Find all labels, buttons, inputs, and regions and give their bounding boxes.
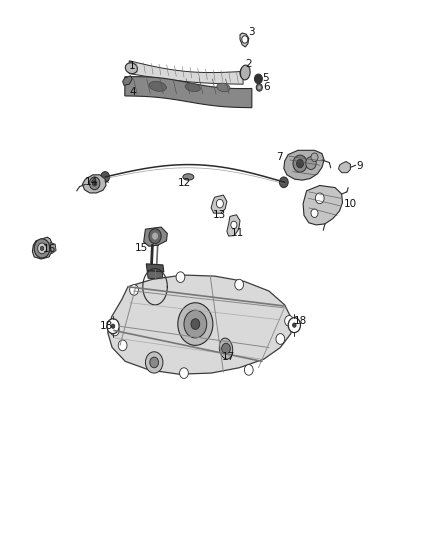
Circle shape — [254, 74, 262, 84]
Polygon shape — [339, 161, 350, 173]
Ellipse shape — [217, 83, 230, 92]
Text: 14: 14 — [85, 177, 98, 187]
Circle shape — [152, 233, 158, 239]
Circle shape — [231, 221, 237, 229]
Circle shape — [101, 172, 110, 182]
Circle shape — [222, 343, 230, 354]
Circle shape — [315, 193, 324, 204]
Polygon shape — [123, 76, 132, 85]
Polygon shape — [240, 33, 249, 47]
Circle shape — [178, 303, 213, 345]
Polygon shape — [227, 215, 240, 236]
Polygon shape — [211, 195, 227, 213]
Circle shape — [34, 239, 50, 258]
Ellipse shape — [240, 65, 250, 80]
Polygon shape — [129, 61, 243, 84]
Circle shape — [111, 324, 115, 328]
Text: 3: 3 — [247, 27, 254, 37]
Circle shape — [107, 319, 119, 334]
Circle shape — [149, 229, 161, 244]
Text: 11: 11 — [231, 229, 244, 238]
Circle shape — [92, 181, 97, 186]
Ellipse shape — [125, 63, 138, 74]
Text: 5: 5 — [262, 73, 269, 83]
Circle shape — [285, 316, 293, 326]
Text: 1: 1 — [129, 61, 136, 71]
Circle shape — [184, 310, 207, 338]
Polygon shape — [125, 77, 252, 108]
Text: 6: 6 — [263, 83, 270, 92]
Text: 7: 7 — [276, 152, 283, 161]
Text: 12: 12 — [178, 179, 191, 188]
Circle shape — [40, 246, 44, 251]
Circle shape — [118, 340, 127, 351]
Circle shape — [311, 209, 318, 217]
Circle shape — [150, 357, 159, 368]
Ellipse shape — [183, 174, 194, 180]
Circle shape — [279, 177, 288, 188]
Circle shape — [191, 319, 200, 329]
Text: 18: 18 — [294, 316, 307, 326]
Polygon shape — [303, 185, 343, 225]
Polygon shape — [146, 264, 164, 272]
Circle shape — [235, 279, 244, 290]
Ellipse shape — [240, 67, 248, 78]
Polygon shape — [284, 150, 324, 180]
Circle shape — [89, 177, 100, 190]
Circle shape — [38, 243, 46, 254]
Circle shape — [180, 368, 188, 378]
Text: 9: 9 — [357, 161, 364, 171]
Text: 13: 13 — [212, 211, 226, 220]
Polygon shape — [108, 275, 293, 374]
Circle shape — [176, 272, 185, 282]
Polygon shape — [82, 175, 106, 193]
Circle shape — [258, 86, 261, 89]
Polygon shape — [32, 237, 52, 259]
Text: 17: 17 — [222, 352, 235, 362]
Ellipse shape — [219, 338, 233, 359]
Text: 18: 18 — [100, 321, 113, 331]
Circle shape — [130, 285, 138, 295]
Text: 10: 10 — [344, 199, 357, 208]
Text: 2: 2 — [245, 59, 252, 69]
Circle shape — [216, 199, 223, 208]
Ellipse shape — [185, 83, 200, 92]
Circle shape — [293, 155, 307, 172]
Circle shape — [297, 159, 304, 168]
Circle shape — [306, 157, 316, 169]
Text: 15: 15 — [134, 244, 148, 253]
Circle shape — [145, 352, 163, 373]
Circle shape — [276, 334, 285, 344]
Circle shape — [244, 365, 253, 375]
Polygon shape — [50, 243, 56, 254]
Circle shape — [293, 323, 296, 327]
Circle shape — [311, 153, 318, 161]
Circle shape — [256, 84, 262, 91]
Polygon shape — [147, 271, 163, 279]
Text: 16: 16 — [42, 245, 56, 254]
Polygon shape — [144, 227, 167, 246]
Text: 4: 4 — [129, 87, 136, 96]
Circle shape — [110, 325, 119, 336]
Circle shape — [242, 36, 248, 43]
Circle shape — [288, 318, 300, 333]
Ellipse shape — [149, 82, 166, 91]
